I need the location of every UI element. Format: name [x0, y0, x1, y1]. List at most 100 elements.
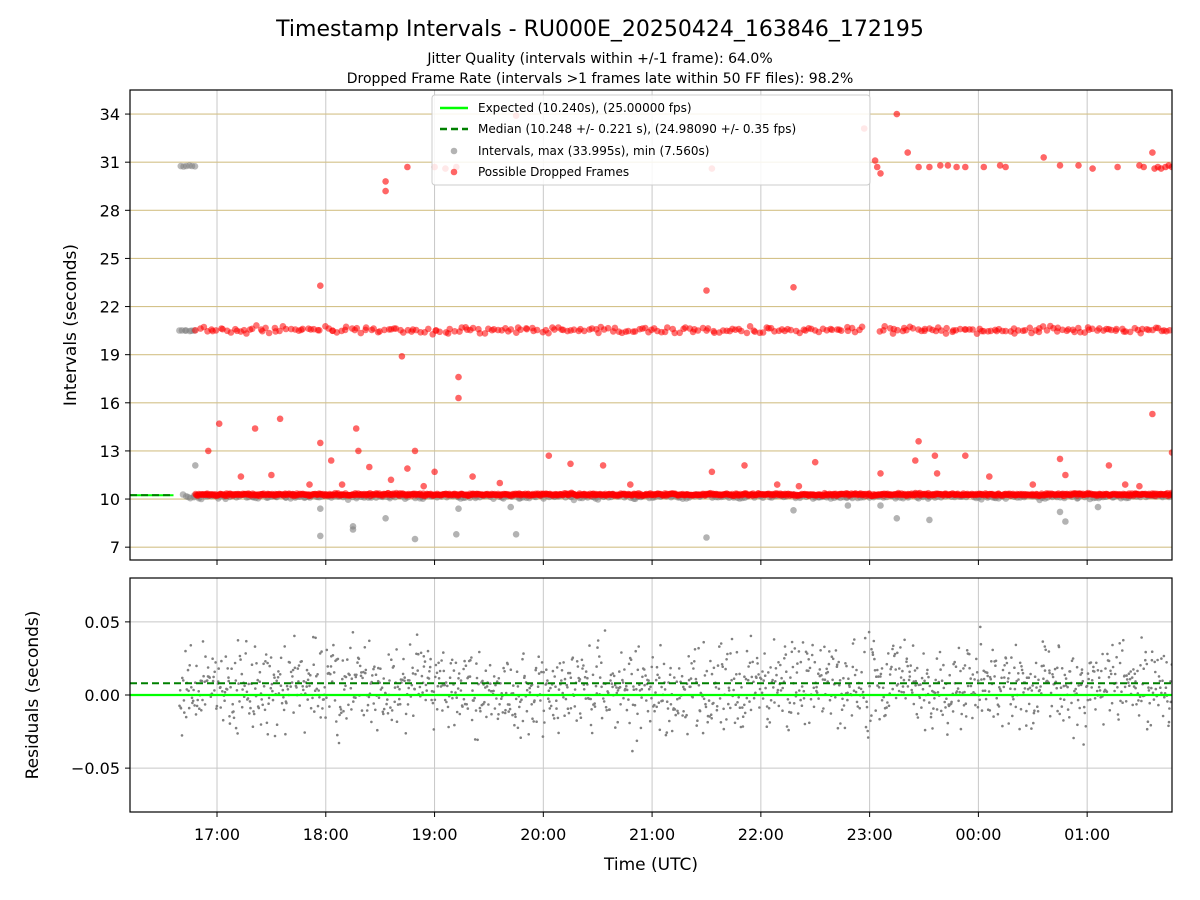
residual-point	[305, 668, 309, 672]
residual-point	[266, 733, 270, 736]
residual-point	[1060, 667, 1064, 670]
residual-point	[811, 643, 814, 647]
residual-point	[581, 667, 584, 670]
x-tick-label: 20:00	[520, 825, 566, 844]
residual-point	[758, 706, 761, 709]
residual-point	[633, 703, 637, 707]
residual-point	[813, 660, 817, 664]
interval-point	[877, 502, 884, 509]
residual-point	[268, 664, 272, 668]
residual-point	[898, 667, 901, 670]
dropped-frame-point	[404, 465, 411, 472]
x-tick-label: 23:00	[847, 825, 893, 844]
residual-point	[1140, 636, 1143, 639]
residual-point	[429, 657, 432, 661]
residual-point	[899, 646, 902, 649]
residual-point	[269, 656, 273, 659]
residual-point	[819, 649, 822, 652]
residual-point	[1031, 684, 1034, 687]
residual-point	[940, 679, 944, 682]
residual-point	[739, 725, 743, 729]
dropped-frame-point	[567, 460, 574, 468]
dropped-frame-point	[943, 324, 950, 332]
residual-point	[775, 673, 778, 677]
residual-point	[1013, 687, 1017, 691]
residual-point	[869, 719, 872, 723]
residual-point	[643, 668, 646, 671]
residual-point	[685, 713, 688, 717]
residual-point	[596, 639, 600, 642]
residual-point	[984, 697, 988, 701]
residual-point	[866, 736, 870, 739]
x-axis-label: Time (UTC)	[603, 855, 698, 875]
dropped-frame-point	[282, 325, 290, 333]
dropped-frame-point	[931, 452, 939, 460]
residual-point	[712, 701, 715, 705]
residual-point	[933, 697, 936, 700]
residual-point	[396, 685, 400, 689]
intervals-y-tick-label: 25	[100, 249, 120, 268]
residual-point	[882, 695, 885, 699]
residual-point	[291, 675, 294, 678]
residual-point	[528, 686, 531, 690]
residual-point	[880, 667, 884, 670]
residual-point	[364, 668, 368, 672]
legend-intervals-swatch	[450, 147, 458, 155]
residual-point	[873, 657, 876, 661]
residual-point	[213, 670, 216, 674]
residual-point	[377, 696, 381, 699]
residual-point	[414, 672, 417, 676]
residual-point	[848, 685, 851, 689]
residual-point	[668, 673, 672, 676]
residual-point	[614, 726, 617, 729]
residual-point	[868, 684, 871, 688]
residual-point	[618, 685, 622, 689]
residual-point	[178, 704, 181, 708]
residual-point	[872, 639, 876, 643]
residual-point	[978, 698, 981, 702]
residual-point	[826, 680, 829, 683]
residual-point	[767, 671, 770, 674]
dropped-frame-point	[411, 447, 419, 455]
residual-point	[604, 705, 608, 709]
residual-point	[855, 700, 859, 704]
residual-point	[191, 699, 195, 703]
residual-point	[555, 666, 559, 669]
residual-point	[390, 658, 393, 661]
residual-point	[901, 669, 904, 673]
residual-point	[427, 677, 431, 680]
residual-point	[232, 710, 235, 713]
residual-point	[953, 660, 956, 664]
residual-point	[830, 655, 834, 658]
residual-point	[655, 705, 658, 709]
residual-point	[229, 685, 232, 689]
residual-point	[1160, 657, 1163, 660]
residual-point	[829, 712, 833, 715]
residual-point	[393, 700, 397, 704]
residual-point	[1109, 669, 1112, 673]
residual-point	[979, 625, 982, 629]
residual-point	[444, 681, 448, 684]
residual-point	[498, 703, 501, 706]
residual-point	[603, 629, 607, 632]
residual-point	[1038, 688, 1041, 692]
residual-point	[689, 685, 692, 689]
residual-point	[635, 739, 639, 743]
residual-point	[712, 666, 716, 670]
residual-point	[275, 679, 279, 683]
residual-point	[253, 645, 257, 648]
residual-point	[406, 703, 410, 706]
residual-point	[573, 688, 577, 691]
residual-point	[800, 685, 804, 688]
residual-point	[445, 700, 448, 704]
residual-point	[651, 656, 654, 659]
residual-point	[367, 695, 371, 699]
residual-point	[1116, 713, 1120, 716]
residual-point	[828, 650, 831, 653]
residual-point	[647, 679, 650, 682]
residual-point	[879, 675, 882, 678]
residual-point	[762, 679, 765, 682]
residual-point	[372, 667, 375, 671]
dropped-frame-point	[873, 163, 881, 171]
dropped-frame-point	[387, 476, 395, 484]
